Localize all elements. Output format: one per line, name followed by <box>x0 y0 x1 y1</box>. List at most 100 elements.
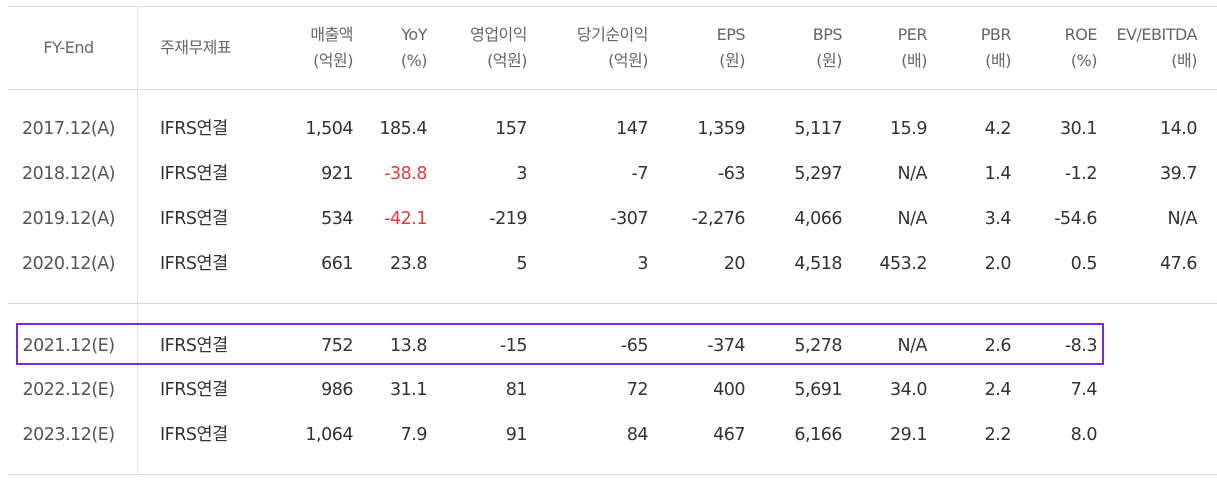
value-cell: 47.6 <box>1160 254 1197 274</box>
value-cell: 0.5 <box>1070 254 1098 274</box>
statement-type-cell: IFRS연결 <box>160 425 228 445</box>
value-cell: -307 <box>610 209 648 229</box>
column-header-label: FY-End <box>43 38 94 57</box>
value-cell: 72 <box>626 380 649 400</box>
statement-type-cell: IFRS연결 <box>160 209 228 229</box>
column-header-unit: (억원) <box>608 51 648 70</box>
column-header-label: BPS <box>812 25 843 44</box>
column-header-label: YoY <box>401 25 427 44</box>
fy-end-cell: 2017.12(A) <box>22 119 116 139</box>
value-cell: 7.4 <box>1070 380 1098 400</box>
value-cell: 1,359 <box>697 119 745 139</box>
value-cell: 81 <box>505 380 528 400</box>
value-cell: 1.4 <box>984 164 1012 184</box>
column-header-label: 영업이익 <box>470 25 527 44</box>
column-header-label: ROE <box>1064 25 1098 44</box>
column-header-unit: (억원) <box>313 51 353 70</box>
highlighted-row-box <box>16 323 1104 365</box>
statement-type-cell: IFRS연결 <box>160 164 228 184</box>
column-divider <box>137 6 138 475</box>
value-cell: 7.9 <box>400 425 428 445</box>
column-header: EPS (원) <box>717 22 746 74</box>
value-cell: 661 <box>321 254 353 274</box>
column-header-unit: (배) <box>901 51 927 70</box>
fy-end-cell: 2023.12(E) <box>22 425 115 445</box>
fy-end-cell: 2019.12(A) <box>22 209 116 229</box>
statement-type-cell: IFRS연결 <box>160 336 228 356</box>
value-cell: 4,066 <box>794 209 842 229</box>
column-header-label: PER <box>897 25 928 44</box>
value-cell: 4.2 <box>984 119 1012 139</box>
value-cell: -8.3 <box>1064 336 1098 356</box>
value-cell: 5,278 <box>794 336 842 356</box>
column-header: FY-End <box>0 35 137 61</box>
value-cell: 400 <box>713 380 745 400</box>
column-header-label: 매출액 <box>310 25 353 44</box>
value-cell: 29.1 <box>890 425 927 445</box>
fy-end-cell: 2022.12(E) <box>22 380 115 400</box>
statement-type-cell: IFRS연결 <box>160 119 228 139</box>
value-cell: 2.0 <box>984 254 1012 274</box>
value-cell: 4,518 <box>794 254 842 274</box>
value-cell: -15 <box>499 336 528 356</box>
value-cell: 6,166 <box>794 425 842 445</box>
table-bottom-border <box>8 474 1217 475</box>
value-cell: 453.2 <box>879 254 927 274</box>
statement-type-cell: IFRS연결 <box>160 254 228 274</box>
statement-type-cell: IFRS연결 <box>160 380 228 400</box>
value-cell: 15.9 <box>890 119 927 139</box>
value-cell: 31.1 <box>390 380 427 400</box>
value-cell: N/A <box>897 336 928 356</box>
value-cell: -38.8 <box>384 164 427 184</box>
value-cell: -374 <box>707 336 745 356</box>
value-cell: 34.0 <box>890 380 927 400</box>
column-header: 당기순이익 (억원) <box>576 22 649 74</box>
value-cell: 986 <box>321 380 353 400</box>
value-cell: 23.8 <box>390 254 427 274</box>
header-bottom-border <box>8 89 1217 90</box>
value-cell: 1,064 <box>305 425 353 445</box>
value-cell: 752 <box>321 336 353 356</box>
value-cell: 1,504 <box>305 119 353 139</box>
value-cell: -42.1 <box>384 209 427 229</box>
value-cell: 2.6 <box>984 336 1012 356</box>
value-cell: 147 <box>616 119 648 139</box>
value-cell: 5 <box>516 254 527 274</box>
column-header-label: EV/EBITDA <box>1116 25 1197 44</box>
column-header: 영업이익 (억원) <box>470 22 527 74</box>
value-cell: N/A <box>1167 209 1198 229</box>
column-header: BPS (원) <box>812 22 843 74</box>
value-cell: 30.1 <box>1060 119 1097 139</box>
value-cell: -2,276 <box>691 209 746 229</box>
value-cell: 5,691 <box>794 380 842 400</box>
column-header: EV/EBITDA (배) <box>1116 22 1197 74</box>
column-header-unit: (원) <box>719 51 745 70</box>
column-header-unit: (%) <box>1070 51 1098 70</box>
value-cell: 3 <box>637 254 648 274</box>
value-cell: 84 <box>626 425 649 445</box>
value-cell: 13.8 <box>390 336 427 356</box>
value-cell: 3 <box>516 164 527 184</box>
column-header-unit: (배) <box>985 51 1011 70</box>
value-cell: 39.7 <box>1160 164 1197 184</box>
value-cell: 185.4 <box>379 119 427 139</box>
fy-end-cell: 2021.12(E) <box>22 336 115 356</box>
column-header: 매출액 (억원) <box>310 22 353 74</box>
column-header-label: 당기순이익 <box>576 25 649 44</box>
value-cell: N/A <box>897 164 928 184</box>
column-header: 주재무제표 <box>160 35 280 61</box>
value-cell: 157 <box>495 119 527 139</box>
fy-end-cell: 2018.12(A) <box>22 164 116 184</box>
value-cell: 921 <box>321 164 353 184</box>
value-cell: -219 <box>489 209 527 229</box>
value-cell: 8.0 <box>1070 425 1098 445</box>
section-top-border <box>8 303 1217 304</box>
column-header-unit: (억원) <box>487 51 527 70</box>
column-header-label: 주재무제표 <box>160 38 232 57</box>
value-cell: -65 <box>620 336 649 356</box>
column-header: YoY (%) <box>401 22 428 74</box>
value-cell: 2.2 <box>984 425 1012 445</box>
value-cell: -7 <box>631 164 649 184</box>
value-cell: 3.4 <box>984 209 1012 229</box>
value-cell: 20 <box>723 254 746 274</box>
